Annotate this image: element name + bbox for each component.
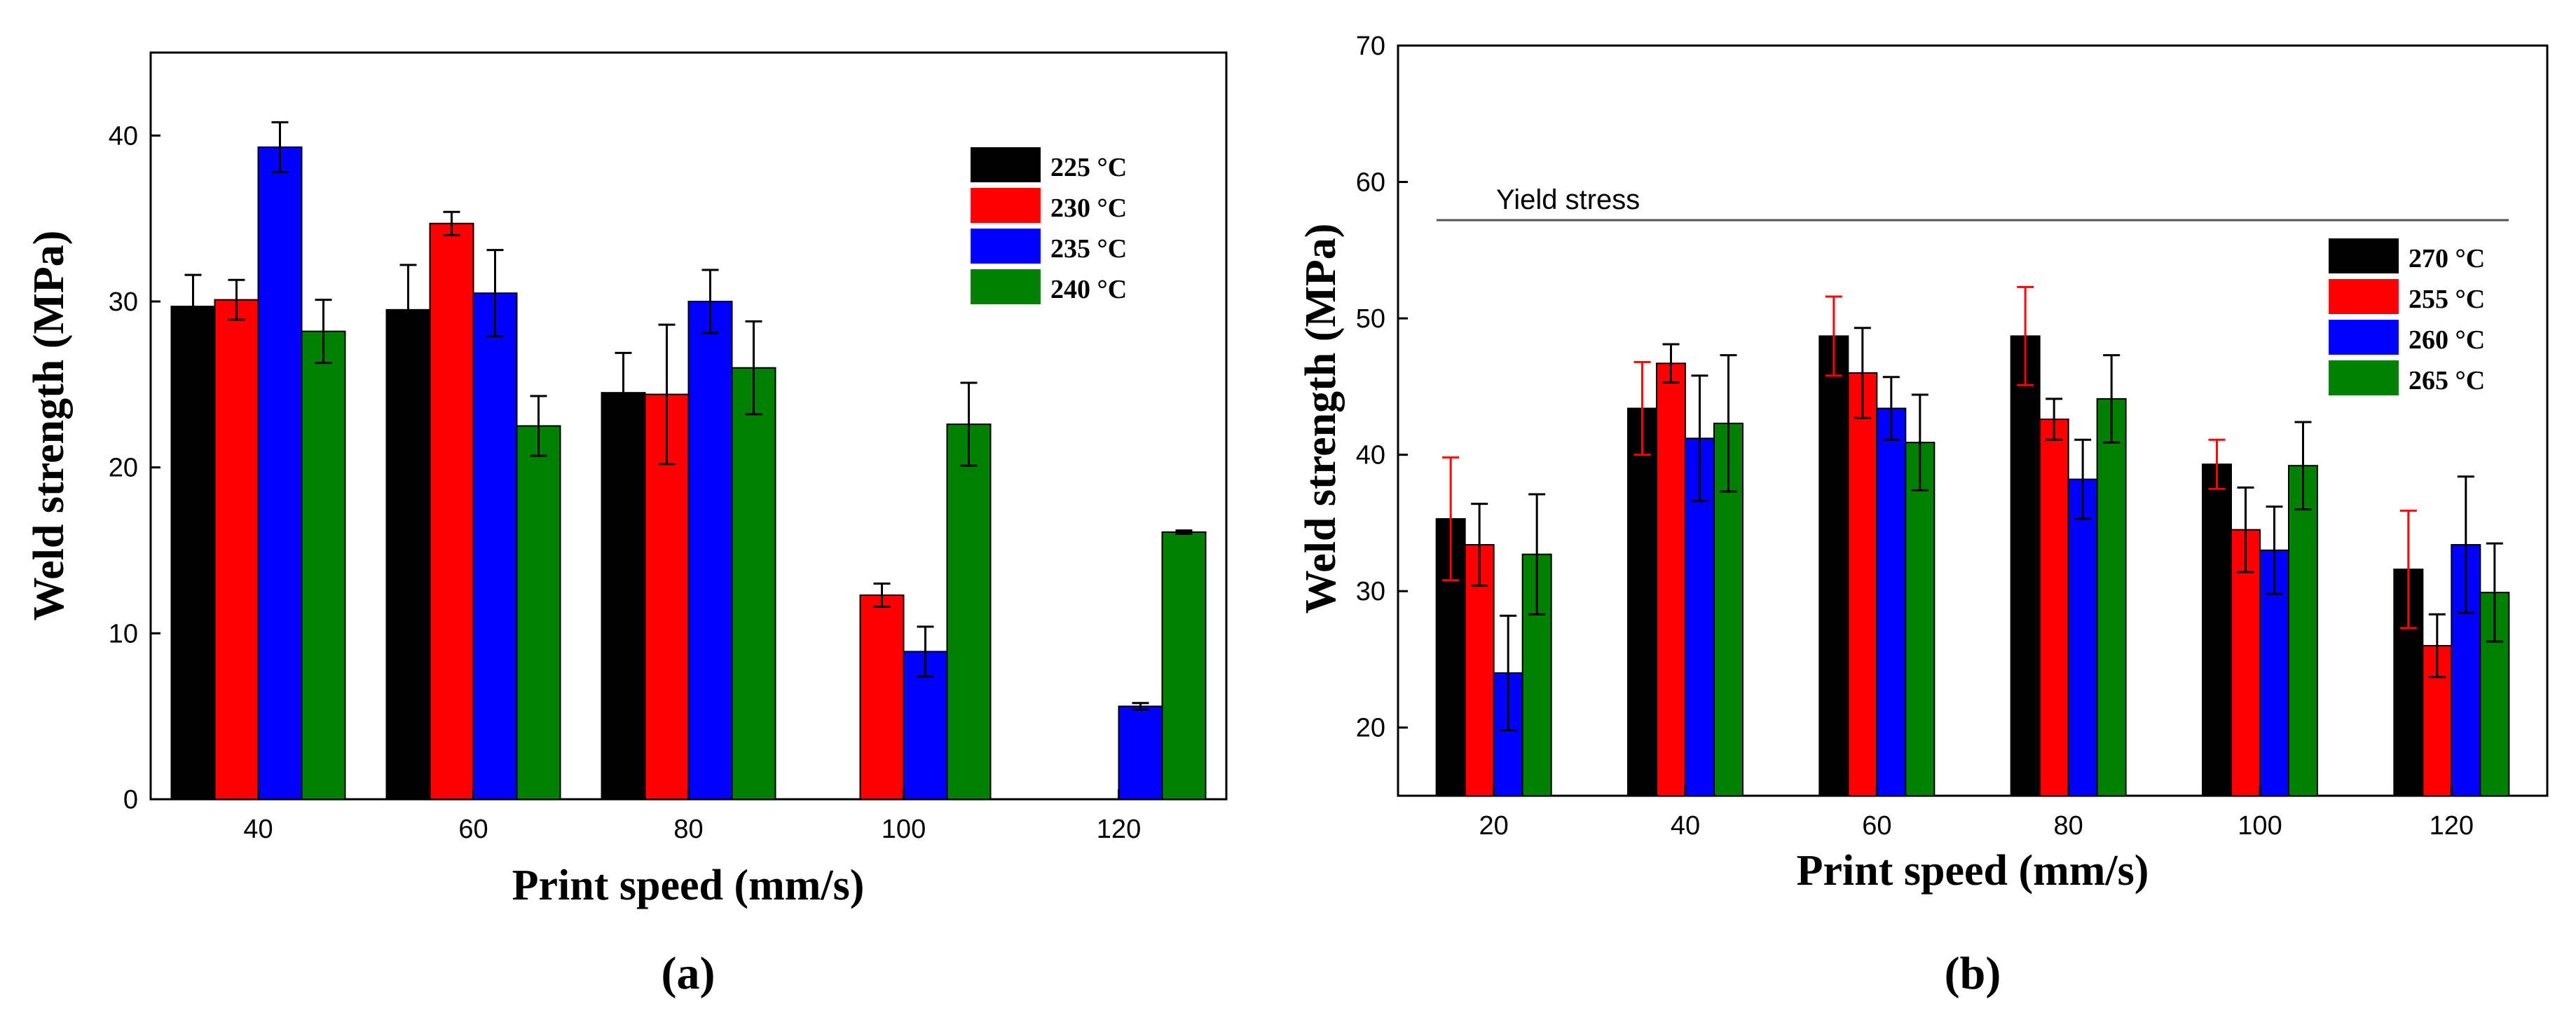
bar <box>859 594 905 801</box>
legend-label: 265 °C <box>2409 366 2485 395</box>
x-tick-label: 80 <box>2054 811 2083 841</box>
panel-b-legend: 270 °C 255 °C 260 °C 265 °C <box>2329 238 2485 395</box>
bar <box>2067 478 2098 796</box>
bar <box>1847 372 1878 796</box>
x-tick-label: 100 <box>2238 811 2282 841</box>
legend-swatch <box>971 188 1041 223</box>
bar <box>1656 362 1686 796</box>
bar <box>2451 544 2481 796</box>
bar <box>301 330 346 801</box>
x-tick-label: 40 <box>1671 811 1700 841</box>
y-tick-label: 70 <box>1356 32 1385 61</box>
bar <box>2288 465 2318 796</box>
bar <box>1818 335 1849 796</box>
x-tick-label: 120 <box>1097 815 1141 844</box>
legend-label: 260 °C <box>2409 325 2485 355</box>
legend-label: 225 °C <box>1050 153 1127 182</box>
x-tick-label: 120 <box>2430 811 2474 841</box>
bar <box>1161 531 1207 800</box>
bar <box>687 301 733 800</box>
bar <box>429 222 474 800</box>
panel-a: 0 10 20 30 40 40 60 80 100 120 225 °C 230 °C 235 °… <box>25 51 1228 999</box>
bar <box>1118 705 1163 801</box>
panel-a-legend: 225 °C 230 °C 235 °C 240 °C <box>971 147 1127 304</box>
bar <box>472 292 518 800</box>
legend-label: 240 °C <box>1050 275 1127 304</box>
bar <box>2096 398 2127 796</box>
legend-swatch <box>2329 360 2399 395</box>
bar <box>1905 442 1936 796</box>
legend-swatch <box>971 229 1041 264</box>
y-tick-label: 40 <box>109 121 138 151</box>
legend-label: 255 °C <box>2409 285 2485 314</box>
x-tick-label: 80 <box>673 815 703 844</box>
panel-b-plot-frame <box>1397 44 2549 797</box>
bar <box>214 299 259 800</box>
y-tick-label: 10 <box>109 619 138 649</box>
x-tick-label: 100 <box>882 815 926 844</box>
bar <box>601 392 646 800</box>
y-tick-label: 20 <box>1356 714 1385 743</box>
y-tick-label: 40 <box>1356 441 1385 470</box>
x-tick-label: 60 <box>1862 811 1891 841</box>
panel-b-caption: (b) <box>1945 948 2001 999</box>
bar <box>1876 407 1907 796</box>
yield-stress-label: Yield stress <box>1496 184 1640 215</box>
y-tick-label: 50 <box>1356 304 1385 334</box>
bar <box>257 146 303 800</box>
bar <box>946 423 992 800</box>
bar <box>2039 419 2069 796</box>
bar <box>2010 335 2041 796</box>
y-tick-label: 30 <box>109 287 138 317</box>
bar <box>385 308 431 801</box>
legend-swatch <box>2329 238 2399 273</box>
panel-a-x-axis-label: Print speed (mm/s) <box>512 862 865 909</box>
panel-b-y-axis-label: Weld strength (MPa) <box>1297 224 1345 614</box>
panel-b-x-axis-label: Print speed (mm/s) <box>1797 847 2149 895</box>
bar <box>2202 463 2232 796</box>
legend-swatch <box>2329 320 2399 355</box>
y-tick-label: 30 <box>1356 577 1385 606</box>
y-tick-label: 60 <box>1356 168 1385 198</box>
y-tick-label: 0 <box>123 785 138 815</box>
bar <box>516 425 561 800</box>
panel-a-y-axis-label: Weld strength (MPa) <box>25 231 73 621</box>
legend-swatch <box>971 147 1041 182</box>
bar <box>731 367 776 800</box>
legend-label: 230 °C <box>1050 194 1127 223</box>
legend-label: 235 °C <box>1050 234 1127 264</box>
legend-label: 270 °C <box>2409 244 2485 273</box>
bar <box>170 306 216 801</box>
bar <box>1627 407 1657 796</box>
x-tick-label: 40 <box>243 815 273 844</box>
legend-swatch <box>971 269 1041 304</box>
x-tick-label: 20 <box>1479 811 1509 841</box>
legend-swatch <box>2329 279 2399 314</box>
panel-a-caption: (a) <box>662 948 715 999</box>
y-tick-label: 20 <box>109 454 138 483</box>
x-tick-label: 60 <box>458 815 488 844</box>
panel-b: Yield stress 20 30 40 50 60 70 20 40 60 80 100 120… <box>1297 32 2549 999</box>
